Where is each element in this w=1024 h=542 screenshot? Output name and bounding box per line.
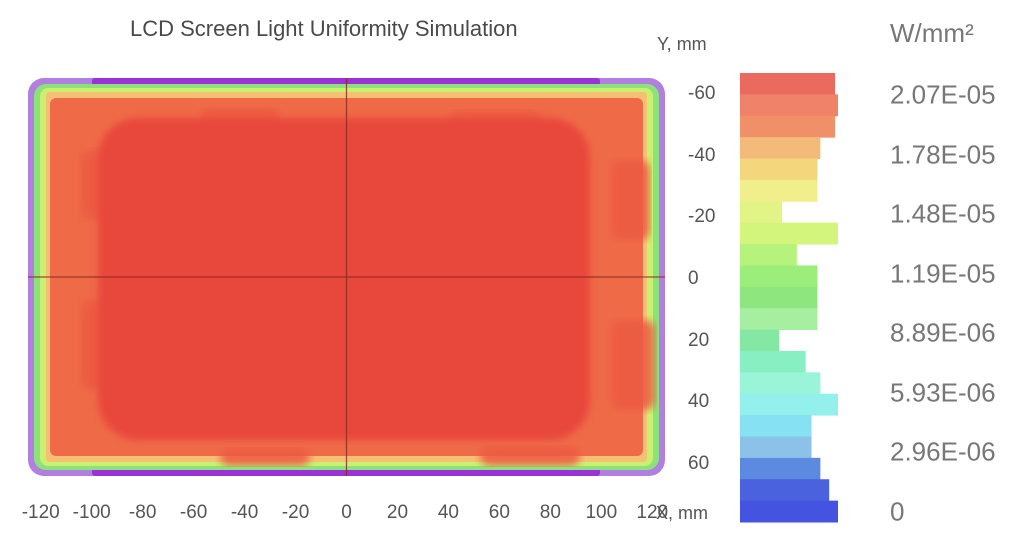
y-tick-label: 60 [688,453,710,474]
y-tick-label: 0 [688,268,699,289]
y-tick-label: -60 [688,83,716,104]
x-tick-label: 120 [636,502,669,523]
colorbar-label: 2.07E-05 [890,79,996,110]
x-tick-label: -20 [281,502,310,523]
heatmap-blotch [220,448,310,466]
colorbar [740,73,838,523]
colorbar-bin [740,158,818,181]
heatmap-core-solid [112,128,576,430]
colorbar-label: 0 [890,496,905,527]
colorbar-bin [740,265,818,288]
chart-title: LCD Screen Light Uniformity Simulation [130,16,518,41]
x-tick-label: -60 [179,502,208,523]
colorbar-label: 1.78E-05 [890,139,996,170]
colorbar-bin [740,479,830,502]
colorbar-label: 2.96E-06 [890,436,996,467]
colorbar-bin [740,415,812,437]
x-tick-label: 20 [386,502,409,523]
heatmap-blotch [480,446,580,466]
x-tick-label: -80 [128,502,157,523]
heatmap-field [28,78,665,476]
x-tick-label: 60 [488,502,510,523]
colorbar-bin [740,137,821,160]
colorbar-bin [740,372,821,395]
colorbar-bin [740,457,821,480]
heatmap-blotch [610,320,655,410]
colorbar-bin [740,393,838,416]
colorbar-bin [740,329,780,352]
colorbar-unit: W/mm² [890,18,974,48]
colorbar-bin [740,244,797,266]
colorbar-bin [740,115,836,138]
x-tick-label: 80 [539,502,561,523]
y-axis-label: Y, mm [657,34,707,54]
colorbar-bin [740,500,838,523]
crosshair [28,78,665,476]
colorbar-bin [740,286,818,309]
colorbar-label: 1.48E-05 [890,198,996,229]
y-tick-label: -20 [688,206,716,228]
colorbar-label: 1.19E-05 [890,258,996,289]
colorbar-bin [740,94,838,117]
y-tick-label: 20 [688,329,710,351]
colorbar-bin [740,201,783,224]
x-tick-label: -40 [230,502,259,523]
colorbar-bin [740,73,836,95]
y-tick-label: 40 [688,391,710,413]
colorbar-label: 8.89E-06 [890,317,996,348]
y-tick-label: -40 [688,144,716,166]
x-tick-label: 100 [585,502,618,523]
heatmap-blotch [610,160,650,240]
colorbar-label: 5.93E-06 [890,377,996,408]
colorbar-bin [740,222,838,245]
colorbar-bin [740,308,818,331]
x-tick-label: 0 [341,502,352,523]
colorbar-bin [740,179,818,202]
colorbar-bin [740,350,806,373]
x-tick-label: -120 [21,502,60,523]
colorbar-bin [740,436,812,459]
x-tick-label: -100 [72,502,111,523]
x-tick-label: 40 [437,502,459,523]
x-axis-label: X, mm [656,503,708,523]
